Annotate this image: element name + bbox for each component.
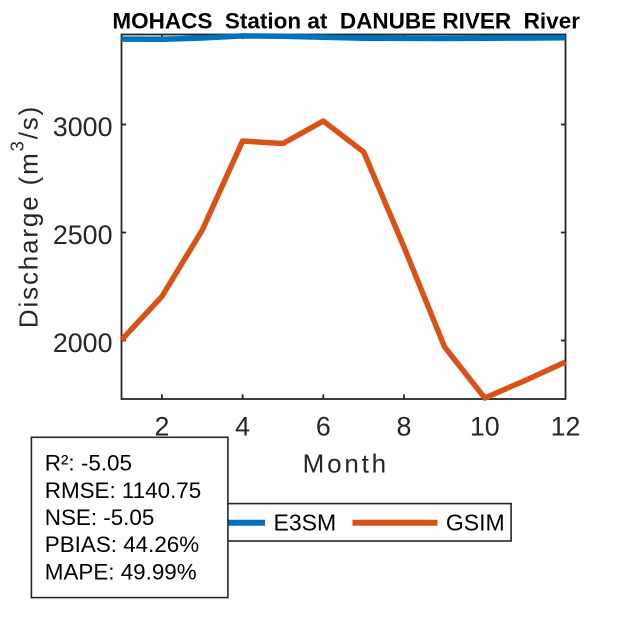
svg-text:PBIAS: 44.26%: PBIAS: 44.26%	[45, 532, 199, 557]
svg-text:2000: 2000	[53, 328, 113, 358]
svg-text:Month: Month	[303, 449, 389, 479]
svg-text:8: 8	[397, 412, 412, 442]
svg-text:MOHACS Station at DANUBE RIV: MOHACS Station at DANUBE RIVER River	[112, 9, 580, 34]
svg-text:RMSE: 1140.75: RMSE: 1140.75	[45, 478, 201, 503]
svg-text:GSIM: GSIM	[446, 509, 505, 535]
svg-text:4: 4	[235, 412, 250, 442]
svg-text:6: 6	[316, 412, 331, 442]
svg-text:2: 2	[154, 412, 169, 442]
svg-text:10: 10	[470, 412, 500, 442]
svg-text:NSE: -5.05: NSE: -5.05	[45, 505, 155, 530]
svg-text:2500: 2500	[53, 220, 113, 250]
svg-text:E3SM: E3SM	[274, 509, 337, 535]
svg-text:3000: 3000	[53, 112, 113, 142]
svg-text:12: 12	[551, 412, 581, 442]
svg-text:MAPE: 49.99%: MAPE: 49.99%	[45, 559, 197, 584]
svg-text:R²: -5.05: R²: -5.05	[45, 451, 132, 476]
